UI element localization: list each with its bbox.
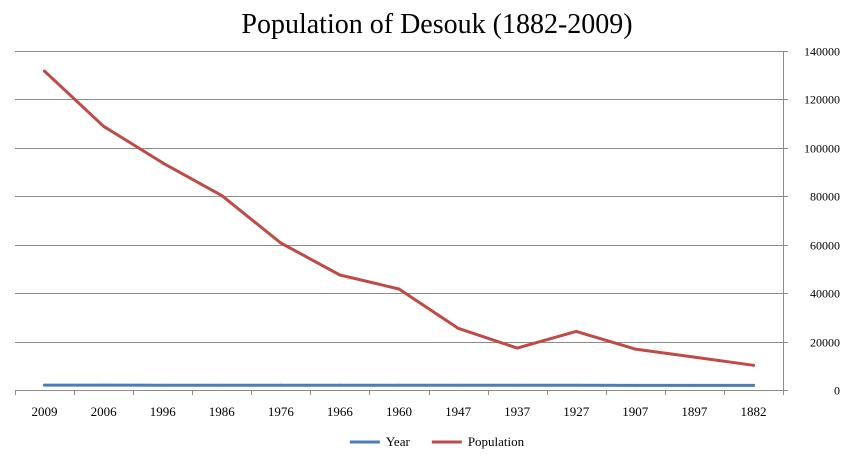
data-point-year: [43, 384, 46, 387]
gridlines: [15, 51, 788, 395]
series-lines: [43, 70, 755, 387]
x-tick-label: 1976: [268, 404, 295, 419]
data-point-year: [634, 384, 637, 387]
x-tick-label: 1897: [681, 404, 708, 419]
y-tick-label: 60000: [810, 239, 840, 253]
y-axis-tick-labels: 0 20000 40000 60000 80000 100000 120000 140000: [804, 45, 840, 398]
data-point-population: [693, 356, 696, 359]
y-tick-label: 100000: [804, 142, 840, 156]
data-point-year: [102, 384, 105, 387]
y-tick-label: 140000: [804, 45, 840, 59]
data-point-population: [279, 242, 282, 245]
legend: Year Population: [350, 434, 525, 449]
data-point-year: [516, 384, 519, 387]
x-tick-label: 2006: [91, 404, 118, 419]
y-tick-label: 40000: [810, 287, 840, 301]
data-point-year: [338, 384, 341, 387]
x-tick-label: 1960: [386, 404, 412, 419]
data-point-population: [634, 348, 637, 351]
data-point-population: [102, 125, 105, 128]
data-point-population: [575, 330, 578, 333]
data-point-population: [752, 364, 755, 367]
y-tick-label: 80000: [810, 190, 840, 204]
data-point-year: [575, 384, 578, 387]
x-tick-label: 1947: [445, 404, 472, 419]
x-tick-label: 1927: [563, 404, 590, 419]
legend-label-year: Year: [386, 434, 411, 449]
data-point-population: [338, 274, 341, 277]
data-point-year: [398, 384, 401, 387]
x-tick-label: 1907: [622, 404, 649, 419]
data-point-population: [161, 161, 164, 164]
x-tick-label: 1937: [504, 404, 531, 419]
x-tick-label: 1966: [327, 404, 354, 419]
data-point-population: [457, 327, 460, 330]
x-tick-label: 1996: [150, 404, 177, 419]
data-point-population: [398, 288, 401, 291]
data-point-population: [43, 70, 46, 73]
data-point-year: [693, 384, 696, 387]
x-tick-label: 1986: [209, 404, 236, 419]
x-tick-label: 2009: [32, 404, 58, 419]
data-point-year: [161, 384, 164, 387]
data-point-year: [220, 384, 223, 387]
x-tick-label: 1882: [740, 404, 766, 419]
y-tick-label: 20000: [810, 336, 840, 350]
y-tick-label: 0: [834, 384, 840, 398]
data-point-year: [457, 384, 460, 387]
data-point-population: [516, 347, 519, 350]
series-line-population: [45, 71, 754, 365]
chart-title: Population of Desouk (1882-2009): [241, 9, 632, 40]
data-point-year: [752, 384, 755, 387]
x-axis-tick-labels: 2009 2006 1996 1986 1976 1966 1960 1947 1937 1927…: [32, 404, 767, 419]
data-point-population: [220, 194, 223, 197]
legend-label-population: Population: [468, 434, 525, 449]
y-tick-label: 120000: [804, 93, 840, 107]
data-point-year: [279, 384, 282, 387]
